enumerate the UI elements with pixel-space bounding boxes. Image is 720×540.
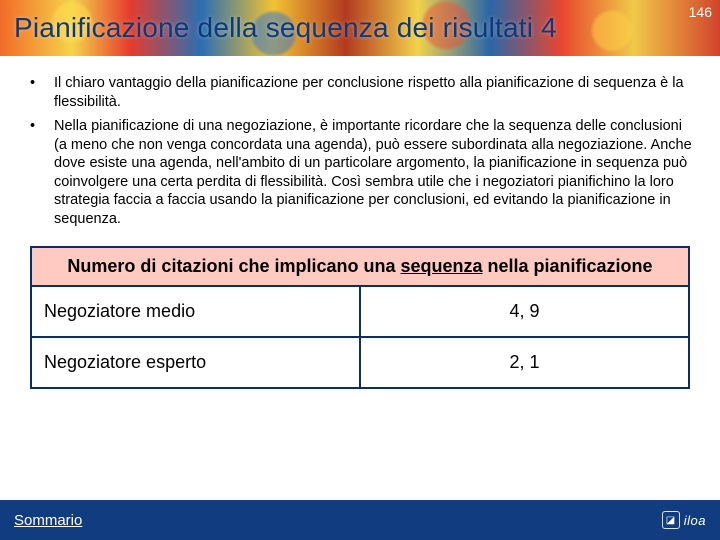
slide: Pianificazione della sequenza dei risult… <box>0 0 720 540</box>
bullet-marker: • <box>28 117 54 228</box>
page-number: 146 <box>689 4 712 20</box>
bullet-text: Nella pianificazione di una negoziazione… <box>54 117 692 228</box>
table-row: Negoziatore esperto 2, 1 <box>31 337 689 388</box>
list-item: • Il chiaro vantaggio della pianificazio… <box>28 74 692 111</box>
table-row: Negoziatore medio 4, 9 <box>31 286 689 337</box>
list-item: • Nella pianificazione di una negoziazio… <box>28 117 692 228</box>
bullet-marker: • <box>28 74 54 111</box>
slide-header: Pianificazione della sequenza dei risult… <box>0 0 720 56</box>
table-header-pre: Numero di citazioni che implicano una <box>67 256 400 276</box>
table-header-post: nella pianificazione <box>483 256 653 276</box>
summary-link[interactable]: Sommario <box>14 512 82 529</box>
table-header-underlined: sequenza <box>400 256 482 276</box>
table-cell-value: 4, 9 <box>360 286 689 337</box>
data-table: Numero di citazioni che implicano una se… <box>30 246 690 389</box>
slide-title: Pianificazione della sequenza dei risult… <box>0 12 557 44</box>
bullet-list: • Il chiaro vantaggio della pianificazio… <box>28 74 692 228</box>
data-table-wrap: Numero di citazioni che implicano una se… <box>30 246 690 389</box>
bullet-text: Il chiaro vantaggio della pianificazione… <box>54 74 692 111</box>
slide-footer: Sommario ◪ iloa <box>0 500 720 540</box>
table-cell-label: Negoziatore medio <box>31 286 360 337</box>
table-header: Numero di citazioni che implicano una se… <box>31 247 689 286</box>
footer-logo: ◪ iloa <box>662 511 706 529</box>
table-header-row: Numero di citazioni che implicano una se… <box>31 247 689 286</box>
table-cell-label: Negoziatore esperto <box>31 337 360 388</box>
slide-body: • Il chiaro vantaggio della pianificazio… <box>0 56 720 500</box>
logo-icon: ◪ <box>662 511 680 529</box>
table-cell-value: 2, 1 <box>360 337 689 388</box>
logo-text: iloa <box>684 513 706 528</box>
